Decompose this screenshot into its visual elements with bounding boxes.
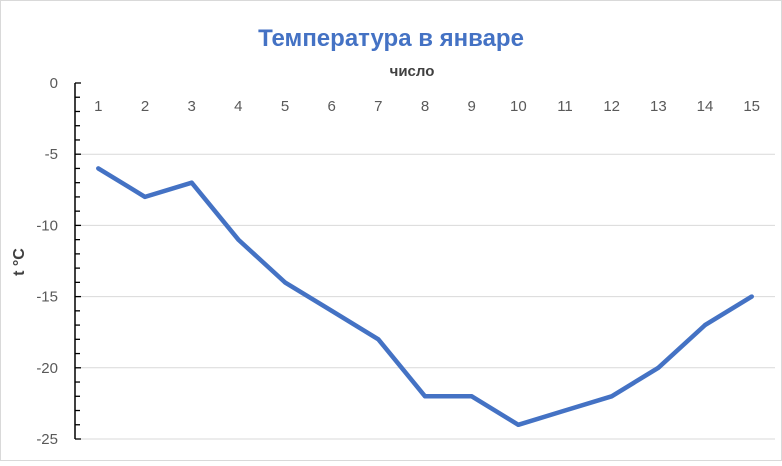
x-tick-label: 10 [510,98,527,115]
y-axis [74,82,81,440]
x-tick-label: 11 [557,98,573,115]
x-tick-label: 6 [327,98,335,115]
y-tick-label: -5 [45,146,58,163]
data-point [236,237,241,242]
data-point [516,422,521,427]
x-tick-label: 4 [234,98,242,115]
x-tick-label: 2 [141,98,149,115]
data-point [656,365,661,370]
data-point [703,323,707,328]
data-point [469,394,474,399]
y-tick-label: -10 [36,217,58,234]
x-tick-label: 8 [421,98,429,115]
data-point [563,408,567,413]
x-tick-label: 3 [187,98,195,115]
x-tick-label: 15 [743,98,760,115]
y-tick-label: -20 [36,360,58,377]
x-tick-labels: 1 2 3 4 5 6 7 8 9 10 11 12 13 14 15 [94,98,760,115]
x-tick-label: 7 [374,98,382,115]
data-point [749,294,754,299]
x-tick-label: 5 [281,98,289,115]
x-axis-title: число [390,63,435,80]
data-point [96,166,101,171]
x-tick-label: 12 [603,98,620,115]
y-tick-label: -15 [36,289,58,306]
x-tick-label: 14 [697,98,714,115]
gridlines [75,153,775,440]
series-layer [96,166,754,428]
x-tick-label: 9 [467,98,475,115]
chart-title: Температура в январе [258,25,524,52]
y-tick-labels: 0 -5 -10 -15 -20 -25 [36,75,58,448]
data-point [329,308,334,313]
data-point [423,394,427,399]
data-point [189,180,194,185]
x-tick-label: 1 [94,98,102,115]
data-point [609,394,614,399]
data-point [143,194,147,199]
data-point [376,337,381,342]
data-point [283,280,287,285]
y-tick-label: -25 [36,431,58,448]
y-axis-title: t °C [11,248,28,276]
y-tick-label: 0 [50,75,58,92]
x-tick-label: 13 [650,98,667,115]
